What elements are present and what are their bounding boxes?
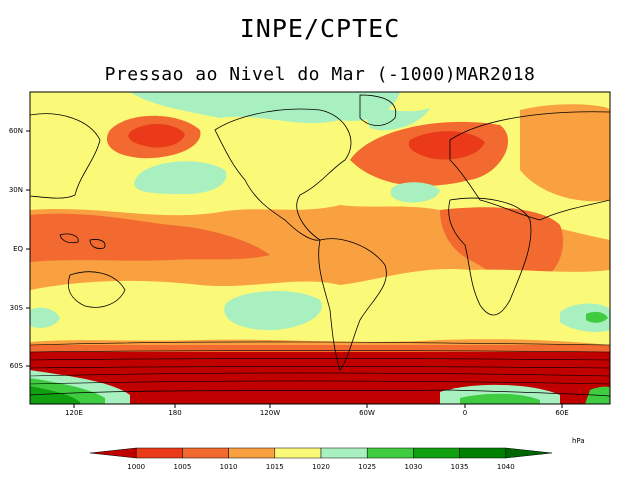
- colorbar-level-label: 1040: [497, 463, 515, 471]
- colorbar-level-label: 1005: [173, 463, 191, 471]
- colorbar-segment: [89, 447, 137, 459]
- colorbar-segment: [505, 447, 553, 459]
- map-frame: [29, 91, 611, 405]
- lon-label-60w: 60W: [359, 409, 375, 417]
- latitude-axis: 60N 30N EQ 30S 60S: [9, 127, 30, 370]
- colorbar-level-label: 1025: [358, 463, 376, 471]
- colorbar-level-label: 1000: [127, 463, 145, 471]
- colorbar-segment: [320, 447, 368, 459]
- lat-label-60s: 60S: [10, 362, 24, 370]
- coastlines: [30, 94, 610, 397]
- colorbar-level-label: 1020: [312, 463, 330, 471]
- colorbar-segment: [274, 447, 322, 459]
- colorbar-unit: hPa: [572, 437, 585, 445]
- colorbar-level-label: 1030: [404, 463, 422, 471]
- colorbar-level-label: 1035: [451, 463, 469, 471]
- colorbar-segment: [182, 447, 229, 459]
- longitude-axis: 120E 180 120W 60W 0 60E: [65, 404, 569, 417]
- colorbar-level-label: 1015: [266, 463, 284, 471]
- lon-label-120e: 120E: [65, 409, 83, 417]
- lat-label-30s: 30S: [10, 304, 24, 312]
- lon-label-180: 180: [168, 409, 181, 417]
- lat-label-eq: EQ: [13, 245, 23, 253]
- lat-label-60n: 60N: [9, 127, 23, 135]
- lon-label-0: 0: [463, 409, 467, 417]
- colorbar: 1000 1005 1010 1015 1020 1025 1030 1035 1040: [89, 447, 553, 471]
- page-title: INPE/CPTEC: [239, 14, 401, 43]
- lon-label-120w: 120W: [260, 409, 280, 417]
- pressure-field: [30, 92, 610, 404]
- lon-label-60e: 60E: [555, 409, 568, 417]
- colorbar-segment: [459, 447, 507, 459]
- colorbar-segment: [366, 447, 414, 459]
- colorbar-level-label: 1010: [220, 463, 238, 471]
- lat-label-30n: 30N: [9, 186, 23, 194]
- colorbar-segment: [413, 447, 460, 459]
- map-subtitle: Pressao ao Nivel do Mar (-1000)MAR2018: [104, 64, 536, 85]
- colorbar-segment: [228, 447, 276, 459]
- colorbar-segment: [135, 447, 183, 459]
